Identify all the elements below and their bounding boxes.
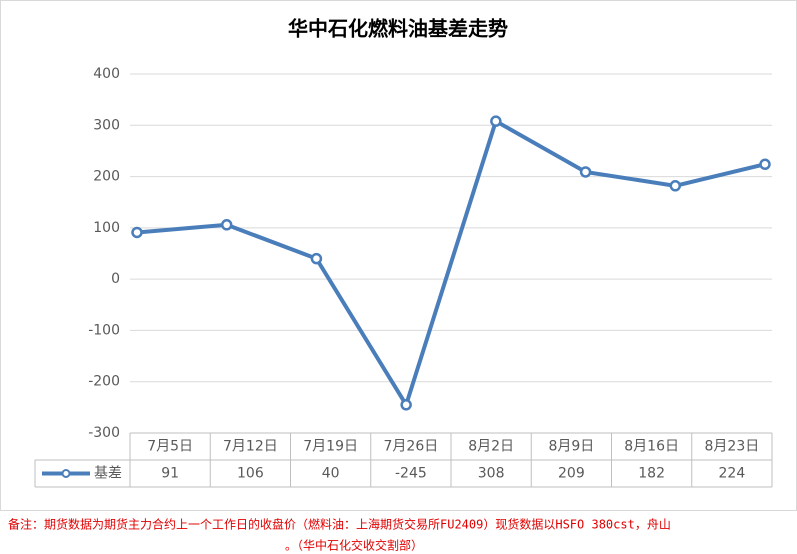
- y-tick-label: -100: [88, 322, 120, 338]
- table-value: 209: [558, 466, 585, 482]
- data-point: [310, 252, 323, 265]
- table-value: -245: [395, 466, 427, 482]
- x-tick-label: 8月23日: [705, 439, 760, 455]
- x-tick-label: 7月26日: [384, 439, 439, 455]
- data-point: [131, 226, 143, 239]
- table-value: 308: [478, 466, 505, 482]
- note-line: 。（华中石化交收交割部）: [285, 538, 423, 553]
- note-line: 备注：期货数据为期货主力合约上一个工作日的收盘价（燃料油：上海期货交易所FU24…: [8, 517, 671, 532]
- table-value: 224: [719, 466, 746, 482]
- y-tick-label: -300: [88, 425, 120, 441]
- y-tick-label: 300: [93, 117, 120, 133]
- y-tick-label: 0: [111, 271, 120, 287]
- chart-title: 华中石化燃料油基差走势: [288, 17, 508, 41]
- data-point: [400, 399, 412, 411]
- data-point: [490, 115, 502, 127]
- x-tick-label: 8月9日: [548, 439, 594, 455]
- data-point: [669, 180, 682, 192]
- legend-marker: [61, 469, 71, 478]
- y-tick-label: 100: [93, 220, 120, 236]
- x-tick-label: 8月2日: [468, 439, 514, 455]
- y-tick-label: 400: [93, 66, 120, 82]
- table-value: 91: [161, 466, 179, 482]
- data-point: [220, 219, 233, 231]
- y-tick-label: -200: [88, 374, 120, 390]
- table-value: 182: [638, 466, 665, 482]
- x-tick-label: 7月19日: [303, 439, 358, 455]
- data-point: [759, 158, 771, 171]
- legend-label: 基差: [94, 465, 122, 482]
- chart-frame: [0, 0, 797, 511]
- x-tick-label: 7月12日: [223, 439, 278, 455]
- data-point: [579, 166, 592, 178]
- y-tick-label: 200: [93, 169, 120, 185]
- table-value: 40: [322, 466, 340, 482]
- x-tick-label: 7月5日: [147, 439, 193, 455]
- series-line: [136, 118, 766, 410]
- table-value: 106: [237, 466, 264, 482]
- x-tick-label: 8月16日: [624, 439, 679, 455]
